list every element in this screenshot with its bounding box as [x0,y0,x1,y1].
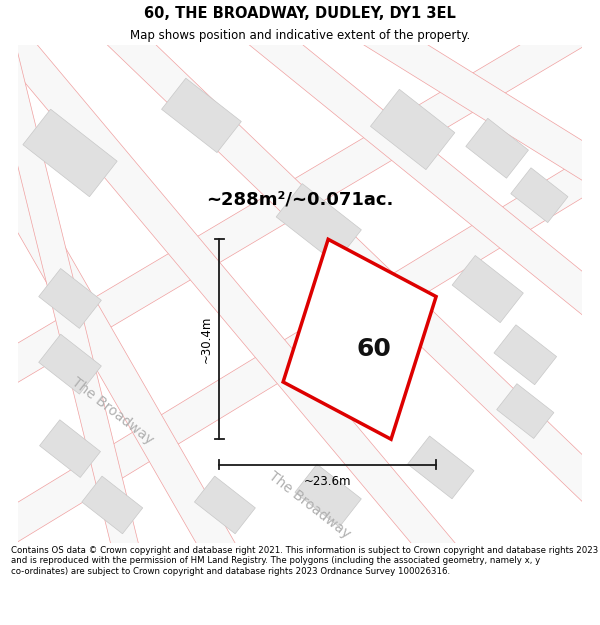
Polygon shape [0,159,268,617]
Polygon shape [40,420,100,478]
Text: 60: 60 [356,337,391,361]
Polygon shape [452,256,523,322]
Polygon shape [82,476,143,534]
Polygon shape [511,168,568,222]
Text: The Broadway: The Broadway [266,469,353,541]
Polygon shape [276,184,361,263]
Polygon shape [0,152,600,548]
Polygon shape [101,14,600,508]
Text: 60, THE BROADWAY, DUDLEY, DY1 3EL: 60, THE BROADWAY, DUDLEY, DY1 3EL [144,6,456,21]
Text: ~288m²/~0.071ac.: ~288m²/~0.071ac. [206,191,394,209]
Text: Map shows position and indicative extent of the property.: Map shows position and indicative extent… [130,29,470,42]
Polygon shape [161,78,241,152]
Polygon shape [370,89,455,169]
Text: ~30.4m: ~30.4m [200,316,212,363]
Text: ~23.6m: ~23.6m [304,475,352,488]
Polygon shape [295,464,361,527]
Polygon shape [494,325,557,385]
Polygon shape [466,118,529,178]
Polygon shape [357,12,600,186]
Polygon shape [194,476,256,534]
Polygon shape [0,32,154,611]
Text: Contains OS data © Crown copyright and database right 2021. This information is : Contains OS data © Crown copyright and d… [11,546,598,576]
Polygon shape [0,16,500,619]
Polygon shape [242,13,600,321]
Polygon shape [283,239,436,439]
Polygon shape [39,269,101,328]
Polygon shape [497,384,554,439]
Polygon shape [0,2,600,388]
Polygon shape [39,334,101,394]
Text: The Broadway: The Broadway [69,375,156,448]
Polygon shape [23,109,117,197]
Polygon shape [407,436,474,499]
